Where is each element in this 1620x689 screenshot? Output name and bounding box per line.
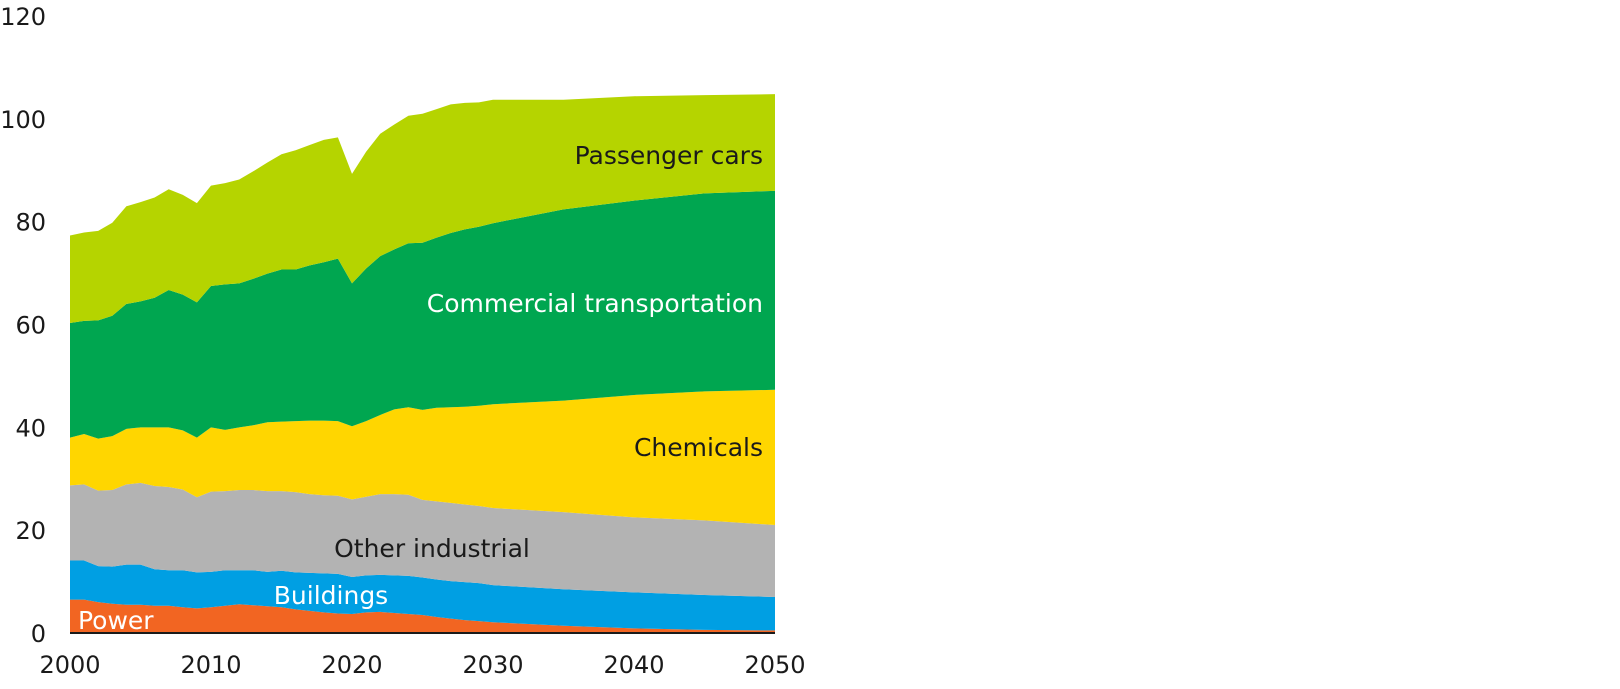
- area-power: [70, 599, 775, 633]
- x-tick-label: 2010: [180, 651, 241, 679]
- y-tick-label: 100: [0, 106, 46, 134]
- y-tick-label: 20: [15, 517, 46, 545]
- label-commercial-transportation: Commercial transportation: [427, 289, 763, 318]
- x-tick-label: 2030: [462, 651, 523, 679]
- area-other-industrial: [70, 482, 775, 598]
- x-tick-label: 2050: [744, 651, 805, 679]
- label-buildings: Buildings: [274, 581, 388, 610]
- area-chemicals: [70, 389, 775, 526]
- area-layers: [70, 94, 775, 633]
- y-tick-label: 0: [31, 620, 46, 648]
- x-tick-label: 2000: [39, 651, 100, 679]
- y-tick-label: 120: [0, 3, 46, 31]
- label-chemicals: Chemicals: [634, 433, 763, 462]
- area-passenger-cars: [70, 94, 775, 323]
- x-tick-labels: 2000 2010 2020 2030 2040 2050: [39, 651, 805, 679]
- x-tick-label: 2020: [321, 651, 382, 679]
- area-buildings: [70, 560, 775, 631]
- y-tick-label: 60: [15, 312, 46, 340]
- label-passenger-cars: Passenger cars: [575, 141, 763, 170]
- label-power: Power: [78, 606, 154, 635]
- y-tick-label: 80: [15, 209, 46, 237]
- label-other-industrial: Other industrial: [334, 534, 530, 563]
- area-commercial-transportation: [70, 190, 775, 439]
- x-tick-label: 2040: [603, 651, 664, 679]
- y-tick-label: 40: [15, 414, 46, 442]
- y-tick-labels: 0 20 40 60 80 100 120: [0, 3, 46, 648]
